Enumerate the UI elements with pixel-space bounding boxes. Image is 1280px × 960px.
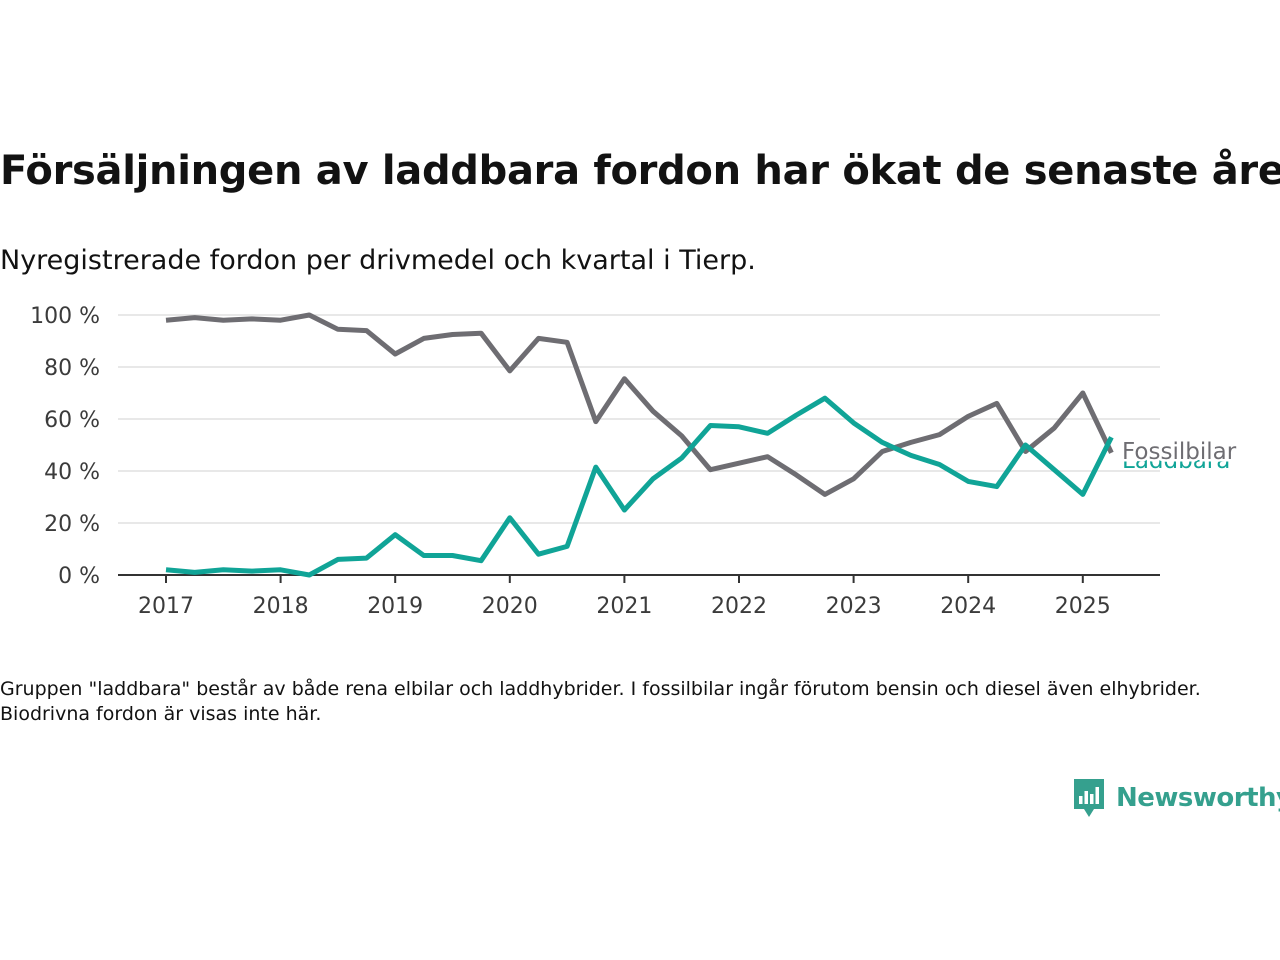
x-tick-label: 2018 — [253, 594, 309, 619]
y-tick-label: 0 % — [58, 564, 100, 589]
x-axis: 2017 2018 2019 2020 2021 2022 2023 2024 2025 — [118, 574, 1160, 619]
chart-subtitle: Nyregistrerade fordon per drivmedel och … — [0, 245, 756, 276]
y-tick-label: 40 % — [44, 460, 100, 485]
x-tick-label: 2017 — [138, 594, 194, 619]
x-tick-label: 2019 — [367, 594, 423, 619]
x-tick-label: 2022 — [711, 594, 767, 619]
x-tick-label: 2023 — [826, 594, 882, 619]
x-tick-label: 2021 — [596, 594, 652, 619]
logo-text: Newsworthy — [1116, 783, 1280, 813]
chart-title: Försäljningen av laddbara fordon har öka… — [0, 148, 1280, 194]
y-tick-label: 60 % — [44, 408, 100, 433]
x-tick-label: 2024 — [940, 594, 996, 619]
series-label-fossilbilar: Fossilbilar — [1122, 439, 1237, 465]
y-axis-tick-labels: 0 % 20 % 40 % 60 % 80 % 100 % — [30, 304, 100, 589]
series-line-fossilbilar — [165, 312, 1114, 497]
footnote: Gruppen "laddbara" består av både rena e… — [0, 678, 1201, 725]
series-lines — [165, 312, 1114, 578]
y-tick-label: 100 % — [30, 304, 100, 329]
series-label-laddbara: Laddbara — [1122, 448, 1230, 474]
y-tick-label: 80 % — [44, 356, 100, 381]
gridlines — [118, 314, 1160, 524]
x-tick-label: 2025 — [1055, 594, 1111, 619]
newsworthy-logo: Newsworthy — [1072, 776, 1280, 820]
series-line-laddbara — [165, 395, 1114, 578]
newsworthy-logo-icon — [1074, 779, 1104, 817]
y-tick-label: 20 % — [44, 512, 100, 537]
x-tick-label: 2020 — [482, 594, 538, 619]
line-chart: 0 % 20 % 40 % 60 % 80 % 100 % 2017 2018 2019 202… — [30, 304, 1240, 619]
